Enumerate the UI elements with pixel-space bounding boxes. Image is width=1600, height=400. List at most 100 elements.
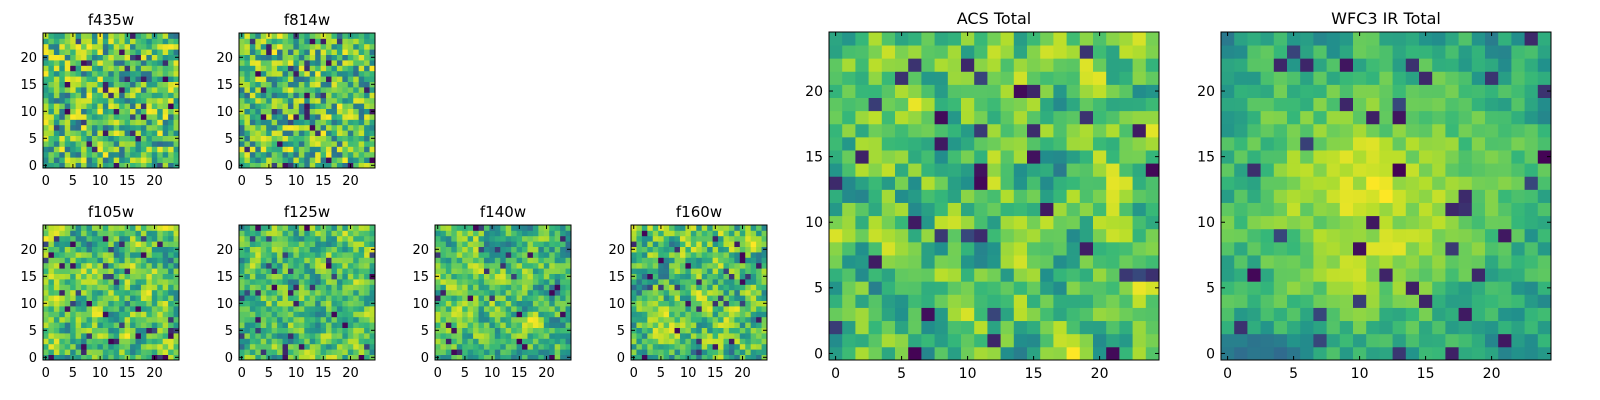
heatmap-cell [146,157,153,163]
heatmap-cell [358,343,365,350]
heatmap-cell [157,124,164,131]
heatmap-cell [244,289,251,296]
heatmap-cell [1066,189,1081,203]
heatmap-cell [266,38,273,45]
heatmap-cell [658,284,665,291]
heatmap-cell [135,76,142,82]
heatmap-cell [685,327,692,334]
heatmap-cell [1498,215,1512,230]
heatmap-cell [70,252,77,258]
heatmap-cell [157,311,164,318]
heatmap-cell [282,295,289,301]
heatmap-cell [690,338,697,345]
heatmap-cell [829,123,843,138]
heatmap-cell [124,230,131,237]
heatmap-cell [108,322,115,328]
heatmap-cell [1273,202,1288,217]
heatmap-cell [895,307,909,322]
heatmap-cell [685,257,692,264]
heatmap-cell [364,76,370,82]
heatmap-cell [119,289,125,296]
y-tick-label: 0 [225,351,233,366]
heatmap-cell [75,273,82,280]
heatmap-cell [70,60,77,66]
heatmap-cell [974,150,988,164]
heatmap-cell [696,235,703,242]
heatmap-cell [451,279,458,285]
heatmap-cell [309,322,316,328]
heatmap-cell [456,316,463,323]
heatmap-cell [97,322,104,328]
heatmap-cell [135,349,142,355]
heatmap-cell [1247,346,1261,361]
heatmap-cell [146,279,153,285]
heatmap-cell [494,333,501,339]
heatmap-cell [364,273,370,280]
heatmap-cell [320,81,327,88]
heatmap-cell [320,108,327,115]
heatmap-cell [1093,320,1107,335]
heatmap-cell [97,333,104,339]
heatmap-cell [734,230,741,237]
heatmap-cell [1392,268,1407,282]
heatmap-cell [1013,189,1028,203]
heatmap-cell [309,33,316,39]
heatmap-cell [549,333,556,339]
heatmap-cell [1339,176,1354,190]
heatmap-cell [636,262,643,269]
heatmap-cell [48,316,55,323]
heatmap-cell [86,354,93,361]
heatmap-cell [140,92,147,99]
heatmap-cell [81,246,87,253]
heatmap-cell [745,300,752,307]
heatmap-cell [723,279,730,285]
heatmap-cell [97,257,104,264]
heatmap-cell [266,241,273,247]
heatmap-cell [1079,71,1094,85]
heatmap-cell [309,135,316,142]
heatmap-cell [81,322,87,328]
heatmap-cell [895,202,909,217]
heatmap-cell [947,228,962,243]
heatmap-cell [1353,215,1367,230]
heatmap-cell [921,320,935,335]
heatmap-cell [70,295,77,301]
heatmap-cell [1066,202,1081,217]
heatmap-cell [456,349,463,355]
heatmap-cell [1040,45,1054,59]
heatmap-cell [353,289,360,296]
heatmap-cell [473,252,479,258]
heatmap-cell [1066,45,1081,59]
heatmap-cell [315,124,321,131]
heatmap-cell [146,54,153,61]
heatmap-cell [511,268,517,274]
heatmap-cell [140,273,147,280]
heatmap-cell [266,151,273,158]
heatmap-cell [1537,255,1552,269]
heatmap-cell [293,70,300,77]
heatmap-cell [1234,294,1248,308]
heatmap-cell [331,119,338,126]
heatmap-cell [728,284,735,291]
heatmap-cell [347,124,354,131]
heatmap-cell [135,289,142,296]
heatmap-cell [86,295,93,301]
heatmap-cell [565,289,572,296]
heatmap-cell [881,255,896,269]
heatmap-cell [456,295,463,301]
heatmap-cell [173,114,180,120]
heatmap-cell [157,235,164,242]
heatmap-cell [1106,320,1120,335]
heatmap-cell [358,54,365,61]
heatmap-cell [462,230,469,237]
heatmap-cell [554,343,561,350]
heatmap-cell [478,333,485,339]
heatmap-cell [331,333,338,339]
heatmap-cell [712,279,719,285]
heatmap-cell [331,354,338,361]
heatmap-cell [157,151,164,158]
heatmap-cell [829,215,843,230]
heatmap-cell [961,189,975,203]
heatmap-cell [527,349,534,355]
heatmap-cell [560,230,566,237]
